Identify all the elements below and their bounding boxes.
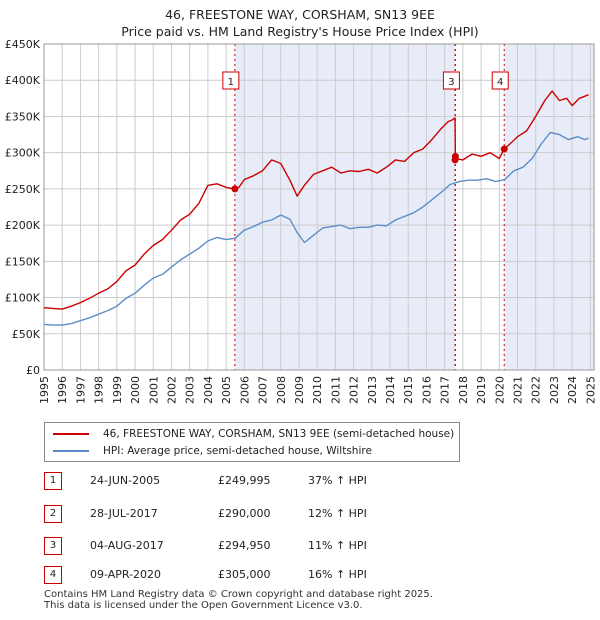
sale-date: 28-JUL-2017 — [90, 507, 158, 520]
sale-price: £294,950 — [218, 539, 271, 552]
series-line-property — [43, 90, 589, 310]
sale-row: 3 04-AUG-2017 £294,950 11% ↑ HPI — [44, 537, 424, 555]
x-tick-label: 2019 — [475, 376, 488, 404]
x-tick-label: 1999 — [111, 376, 124, 404]
sale-price: £305,000 — [218, 568, 271, 581]
y-tick-label: £400K — [5, 74, 41, 87]
x-tick-label: 2020 — [493, 376, 506, 404]
shaded-period — [234, 44, 456, 370]
sale-hpi-change: 16% ↑ HPI — [308, 568, 367, 581]
x-tick-label: 2007 — [257, 376, 270, 404]
sale-row: 2 28-JUL-2017 £290,000 12% ↑ HPI — [44, 505, 424, 523]
y-tick-label: £0 — [26, 364, 40, 377]
price-chart: 1 3 4 £0 £50K £100K £150K £200K £250K £300K £350K £… — [5, 38, 598, 404]
x-tick-label: 2013 — [366, 376, 379, 404]
legend-swatch-hpi — [53, 450, 89, 452]
sale-row: 4 09-APR-2020 £305,000 16% ↑ HPI — [44, 566, 424, 584]
x-tick-label: 2000 — [129, 376, 142, 404]
sale-number-badge: 3 — [44, 537, 62, 555]
series-line-hpi — [43, 131, 589, 326]
x-tick-label: 2006 — [238, 376, 251, 404]
sale-marker-box — [442, 71, 460, 90]
y-tick-label: £350K — [5, 110, 41, 123]
sale-point — [500, 145, 508, 153]
legend-swatch-property — [53, 433, 89, 435]
sale-row: 1 24-JUN-2005 £249,995 37% ↑ HPI — [44, 472, 424, 490]
title-line-2: Price paid vs. HM Land Registry's House … — [121, 24, 479, 39]
x-tick-label: 2017 — [439, 376, 452, 404]
sale-date: 24-JUN-2005 — [90, 474, 161, 487]
legend: 46, FREESTONE WAY, CORSHAM, SN13 9EE (se… — [44, 422, 460, 462]
sale-hpi-change: 12% ↑ HPI — [308, 507, 367, 520]
legend-item-property: 46, FREESTONE WAY, CORSHAM, SN13 9EE (se… — [53, 426, 454, 442]
sale-date: 04-AUG-2017 — [90, 539, 164, 552]
x-tick-label: 2016 — [420, 376, 433, 404]
x-tick-label: 2025 — [584, 376, 597, 404]
sale-marker-box — [491, 71, 509, 90]
x-tick-label: 2005 — [220, 376, 233, 404]
sale-number-badge: 4 — [44, 566, 62, 584]
y-tick-label: £150K — [5, 255, 41, 268]
plot-frame — [43, 43, 595, 371]
y-tick-label: £450K — [5, 38, 41, 51]
footer-line-1: Contains HM Land Registry data © Crown c… — [44, 589, 433, 600]
x-tick-label: 2003 — [184, 376, 197, 404]
sale-price: £249,995 — [218, 474, 271, 487]
footer-line-2: This data is licensed under the Open Gov… — [44, 600, 363, 611]
y-tick-label: £300K — [5, 147, 41, 160]
sale-point — [231, 185, 239, 193]
y-tick-label: £200K — [5, 219, 41, 232]
x-tick-label: 2008 — [275, 376, 288, 404]
x-tick-label: 2018 — [457, 376, 470, 404]
sale-marker-box — [222, 71, 240, 90]
x-tick-label: 2001 — [147, 376, 160, 404]
sale-marker-label: 3 — [448, 77, 454, 88]
legend-label-hpi: HPI: Average price, semi-detached house,… — [103, 445, 372, 457]
sale-date: 09-APR-2020 — [90, 568, 162, 581]
sale-marker-label: 4 — [497, 77, 503, 88]
x-tick-label: 2012 — [348, 376, 361, 404]
sale-hpi-change: 11% ↑ HPI — [308, 539, 367, 552]
title-line-1: 46, FREESTONE WAY, CORSHAM, SN13 9EE — [165, 7, 435, 22]
sale-hpi-change: 37% ↑ HPI — [308, 474, 367, 487]
footer-attribution: Contains HM Land Registry data © Crown c… — [44, 589, 433, 611]
y-tick-label: £100K — [5, 292, 41, 305]
x-tick-label: 2024 — [566, 376, 579, 404]
x-tick-label: 1996 — [56, 376, 69, 404]
sale-marker-label: 1 — [228, 77, 234, 88]
y-tick-label: £250K — [5, 183, 41, 196]
x-tick-label: 1997 — [74, 376, 87, 404]
sale-number-badge: 2 — [44, 505, 62, 523]
x-tick-label: 2009 — [293, 376, 306, 404]
x-tick-label: 2011 — [329, 376, 342, 404]
x-tick-label: 1995 — [38, 376, 51, 404]
legend-item-hpi: HPI: Average price, semi-detached house,… — [53, 443, 372, 459]
sale-point — [451, 152, 459, 160]
x-tick-label: 2004 — [202, 376, 215, 404]
sale-number-badge: 1 — [44, 472, 62, 490]
chart-title: 46, FREESTONE WAY, CORSHAM, SN13 9EE Pri… — [0, 6, 600, 40]
sale-price: £290,000 — [218, 507, 271, 520]
x-tick-label: 2023 — [548, 376, 561, 404]
legend-label-property: 46, FREESTONE WAY, CORSHAM, SN13 9EE (se… — [103, 428, 455, 440]
x-tick-label: 2002 — [165, 376, 178, 404]
x-tick-label: 1998 — [93, 376, 106, 404]
x-tick-label: 2014 — [384, 376, 397, 404]
y-tick-label: £50K — [12, 328, 41, 341]
x-tick-label: 2022 — [530, 376, 543, 404]
x-tick-label: 2015 — [402, 376, 415, 404]
x-tick-label: 2021 — [512, 376, 525, 404]
x-tick-label: 2010 — [311, 376, 324, 404]
